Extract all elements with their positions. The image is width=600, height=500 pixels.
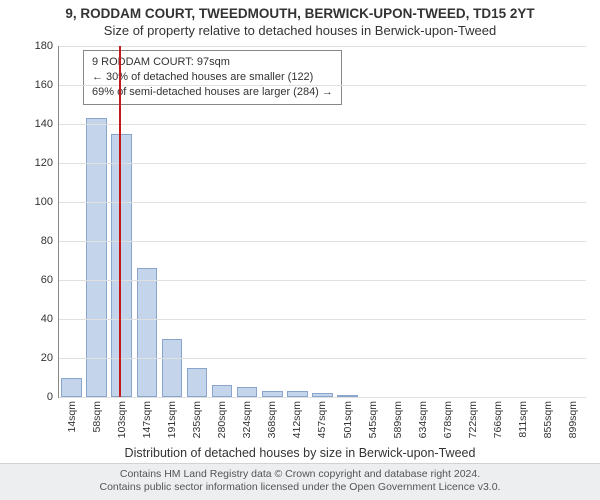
xtick-label: 368sqm bbox=[266, 397, 278, 438]
ytick-label: 100 bbox=[35, 196, 59, 208]
bar bbox=[86, 118, 107, 397]
bar bbox=[187, 368, 208, 397]
ytick-label: 40 bbox=[41, 313, 59, 325]
highlight-line bbox=[119, 46, 121, 397]
bar bbox=[137, 268, 158, 397]
callout-line: ← 30% of detached houses are smaller (12… bbox=[92, 70, 333, 85]
x-axis-label: Distribution of detached houses by size … bbox=[0, 446, 600, 460]
ytick-label: 20 bbox=[41, 352, 59, 364]
bar bbox=[237, 387, 258, 397]
footer-line-1: Contains HM Land Registry data © Crown c… bbox=[6, 468, 594, 482]
bar-cell: 855sqm bbox=[536, 46, 561, 397]
bar bbox=[61, 378, 82, 397]
gridline-y bbox=[59, 397, 586, 398]
xtick-label: 191sqm bbox=[166, 397, 178, 438]
xtick-label: 899sqm bbox=[567, 397, 579, 438]
callout-box: 9 RODDAM COURT: 97sqm← 30% of detached h… bbox=[83, 50, 342, 105]
bar-cell: 899sqm bbox=[561, 46, 586, 397]
callout-line: 69% of semi-detached houses are larger (… bbox=[92, 85, 333, 100]
chart-area: Number of detached properties 14sqm58sqm… bbox=[0, 42, 600, 462]
footer-line-2: Contains public sector information licen… bbox=[6, 481, 594, 495]
gridline-y bbox=[59, 358, 586, 359]
plot-region: 14sqm58sqm103sqm147sqm191sqm235sqm280sqm… bbox=[58, 46, 586, 398]
bar-cell: 589sqm bbox=[385, 46, 410, 397]
bar bbox=[212, 385, 233, 397]
ytick-label: 160 bbox=[35, 79, 59, 91]
ytick-label: 180 bbox=[35, 40, 59, 52]
bar-cell: 14sqm bbox=[59, 46, 84, 397]
gridline-y bbox=[59, 280, 586, 281]
xtick-label: 280sqm bbox=[216, 397, 228, 438]
xtick-label: 766sqm bbox=[492, 397, 504, 438]
xtick-label: 412sqm bbox=[291, 397, 303, 438]
xtick-label: 14sqm bbox=[66, 397, 78, 433]
xtick-label: 855sqm bbox=[542, 397, 554, 438]
xtick-label: 811sqm bbox=[517, 397, 529, 438]
ytick-label: 80 bbox=[41, 235, 59, 247]
ytick-label: 140 bbox=[35, 118, 59, 130]
gridline-y bbox=[59, 202, 586, 203]
ytick-label: 60 bbox=[41, 274, 59, 286]
callout-line: 9 RODDAM COURT: 97sqm bbox=[92, 55, 333, 70]
bar-cell: 545sqm bbox=[360, 46, 385, 397]
xtick-label: 501sqm bbox=[342, 397, 354, 438]
bar-cell: 766sqm bbox=[486, 46, 511, 397]
gridline-y bbox=[59, 241, 586, 242]
bar-cell: 634sqm bbox=[410, 46, 435, 397]
xtick-label: 103sqm bbox=[116, 397, 128, 438]
bar bbox=[162, 339, 183, 398]
ytick-label: 0 bbox=[47, 391, 59, 403]
xtick-label: 722sqm bbox=[467, 397, 479, 438]
gridline-y bbox=[59, 124, 586, 125]
bar-cell: 678sqm bbox=[435, 46, 460, 397]
bar-cell: 811sqm bbox=[511, 46, 536, 397]
xtick-label: 634sqm bbox=[417, 397, 429, 438]
footer-attribution: Contains HM Land Registry data © Crown c… bbox=[0, 463, 600, 500]
gridline-y bbox=[59, 163, 586, 164]
bar-cell: 722sqm bbox=[461, 46, 486, 397]
xtick-label: 147sqm bbox=[141, 397, 153, 438]
ytick-label: 120 bbox=[35, 157, 59, 169]
gridline-y bbox=[59, 85, 586, 86]
xtick-label: 589sqm bbox=[392, 397, 404, 438]
page-title-sub: Size of property relative to detached ho… bbox=[0, 21, 600, 38]
xtick-label: 545sqm bbox=[367, 397, 379, 438]
xtick-label: 58sqm bbox=[91, 397, 103, 433]
xtick-label: 235sqm bbox=[191, 397, 203, 438]
page-title-main: 9, RODDAM COURT, TWEEDMOUTH, BERWICK-UPO… bbox=[0, 0, 600, 21]
gridline-y bbox=[59, 46, 586, 47]
gridline-y bbox=[59, 319, 586, 320]
xtick-label: 457sqm bbox=[316, 397, 328, 438]
xtick-label: 678sqm bbox=[442, 397, 454, 438]
xtick-label: 324sqm bbox=[241, 397, 253, 438]
